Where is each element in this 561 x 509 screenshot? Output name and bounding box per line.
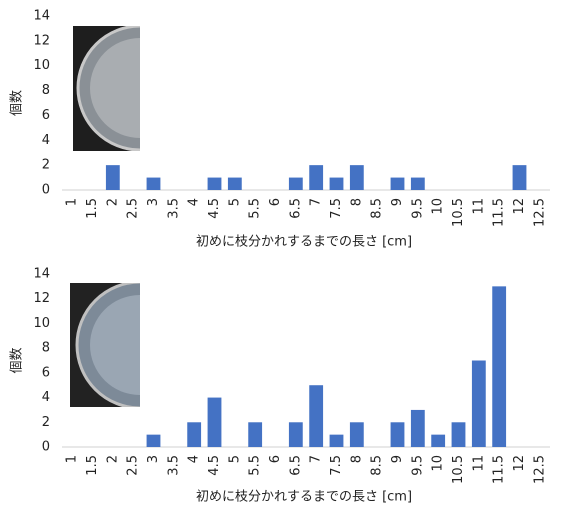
x-tick-label: 9.5 (410, 198, 425, 219)
x-tick-label: 10.5 (451, 198, 466, 227)
bar (147, 178, 161, 190)
x-tick-label: 6.5 (288, 455, 303, 476)
x-tick-label: 2 (105, 198, 120, 206)
x-tick-label: 12.5 (532, 455, 547, 484)
y-tick-label: 14 (33, 267, 50, 282)
bar (228, 178, 242, 190)
y-tick-label: 12 (33, 33, 50, 48)
x-tick-label: 12.5 (532, 198, 547, 227)
y-tick-label: 6 (42, 365, 50, 380)
x-tick-label: 2.5 (126, 455, 141, 476)
y-axis-title: 個数 (10, 347, 25, 373)
bar (248, 422, 262, 447)
y-tick-label: 8 (42, 341, 50, 356)
x-tick-label: 2 (105, 455, 120, 463)
x-tick-label: 8.5 (370, 455, 385, 476)
x-tick-label: 10 (431, 198, 446, 215)
bar (350, 422, 364, 447)
y-tick-label: 10 (33, 316, 50, 331)
x-tick-label: 6.5 (288, 198, 303, 219)
x-tick-label: 11.5 (492, 198, 507, 227)
y-tick-label: 4 (42, 390, 50, 405)
x-tick-label: 4 (187, 198, 202, 206)
y-tick-label: 14 (33, 9, 50, 24)
x-axis-title: 初めに枝分かれするまでの長さ [cm] (196, 490, 412, 505)
x-tick-label: 1 (65, 198, 80, 206)
x-tick-label: 2.5 (126, 198, 141, 219)
x-tick-label: 4 (187, 455, 202, 463)
bar (492, 286, 506, 447)
x-tick-label: 10.5 (451, 455, 466, 484)
bar (289, 422, 303, 447)
x-tick-label: 11 (471, 198, 486, 215)
y-axis-title: 個数 (10, 90, 25, 116)
page: 0246810121411.522.533.544.555.566.577.58… (0, 0, 561, 509)
bar (309, 165, 323, 190)
y-tick-label: 10 (33, 58, 50, 73)
bar (187, 422, 201, 447)
bar (208, 178, 222, 190)
x-tick-label: 6 (268, 455, 283, 463)
x-tick-label: 7 (309, 455, 324, 463)
x-tick-label: 11.5 (492, 455, 507, 484)
x-tick-label: 8 (349, 198, 364, 206)
bar (452, 422, 466, 447)
x-tick-label: 9.5 (410, 455, 425, 476)
x-tick-label: 5.5 (248, 198, 263, 219)
bar (208, 398, 222, 447)
bar (106, 165, 120, 190)
x-tick-label: 10 (431, 455, 446, 472)
bar (350, 165, 364, 190)
x-tick-label: 1.5 (85, 455, 100, 476)
photo (70, 282, 203, 408)
y-tick-label: 2 (42, 415, 50, 430)
bar (411, 410, 425, 447)
x-tick-label: 3.5 (166, 455, 181, 476)
bar (309, 385, 323, 447)
x-tick-label: 12 (512, 455, 527, 472)
x-tick-label: 5 (227, 455, 242, 463)
x-tick-label: 3 (146, 198, 161, 206)
y-tick-label: 0 (42, 183, 50, 198)
bar (431, 435, 445, 447)
x-tick-label: 6 (268, 198, 283, 206)
x-tick-label: 3.5 (166, 198, 181, 219)
x-tick-label: 5 (227, 198, 242, 206)
x-tick-label: 12 (512, 198, 527, 215)
y-tick-label: 0 (42, 440, 50, 455)
photo (73, 26, 202, 151)
x-tick-label: 4.5 (207, 455, 222, 476)
x-tick-label: 1.5 (85, 198, 100, 219)
x-tick-label: 7.5 (329, 198, 344, 219)
x-tick-label: 9 (390, 455, 405, 463)
bar (391, 178, 405, 190)
bar (411, 178, 425, 190)
x-tick-label: 1 (65, 455, 80, 463)
y-tick-label: 12 (33, 291, 50, 306)
x-tick-label: 9 (390, 198, 405, 206)
bar (391, 422, 405, 447)
bar (330, 435, 344, 447)
x-tick-label: 4.5 (207, 198, 222, 219)
x-tick-label: 8.5 (370, 198, 385, 219)
x-tick-label: 8 (349, 455, 364, 463)
y-tick-label: 4 (42, 133, 50, 148)
bar (147, 435, 161, 447)
x-tick-label: 3 (146, 455, 161, 463)
bar (472, 361, 486, 448)
y-tick-label: 2 (42, 158, 50, 173)
x-tick-label: 7 (309, 198, 324, 206)
y-tick-label: 8 (42, 83, 50, 98)
bar (289, 178, 303, 190)
x-axis-title: 初めに枝分かれするまでの長さ [cm] (196, 235, 412, 250)
bar (330, 178, 344, 190)
bar (513, 165, 527, 190)
y-tick-label: 6 (42, 108, 50, 123)
x-tick-label: 11 (471, 455, 486, 472)
x-tick-label: 5.5 (248, 455, 263, 476)
x-tick-label: 7.5 (329, 455, 344, 476)
